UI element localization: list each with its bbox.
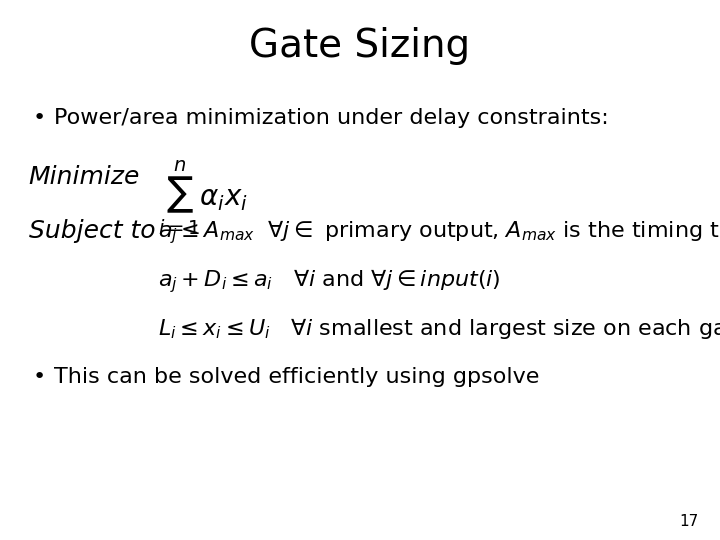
- Text: Subject to: Subject to: [29, 219, 156, 242]
- Text: •: •: [32, 108, 45, 128]
- Text: Minimize: Minimize: [29, 165, 140, 188]
- Text: Gate Sizing: Gate Sizing: [249, 27, 471, 65]
- Text: 17: 17: [679, 514, 698, 529]
- Text: $a_j + D_i \leq a_i$   $\forall i$ and $\forall j \in \mathit{input}(i)$: $a_j + D_i \leq a_i$ $\forall i$ and $\f…: [158, 267, 501, 295]
- Text: This can be solved efficiently using gpsolve: This can be solved efficiently using gps…: [54, 367, 539, 387]
- Text: $a_j \leq A_{max}$  $\forall j \in$ primary output, $A_{max}$ is the timing targ: $a_j \leq A_{max}$ $\forall j \in$ prima…: [158, 219, 720, 246]
- Text: Power/area minimization under delay constraints:: Power/area minimization under delay cons…: [54, 108, 608, 128]
- Text: $\sum_{i=1}^{n} \alpha_i x_i$: $\sum_{i=1}^{n} \alpha_i x_i$: [158, 159, 248, 237]
- Text: $L_i \leq x_i \leq U_i$   $\forall i$ smallest and largest size on each gate: $L_i \leq x_i \leq U_i$ $\forall i$ smal…: [158, 316, 720, 341]
- Text: •: •: [32, 367, 45, 387]
